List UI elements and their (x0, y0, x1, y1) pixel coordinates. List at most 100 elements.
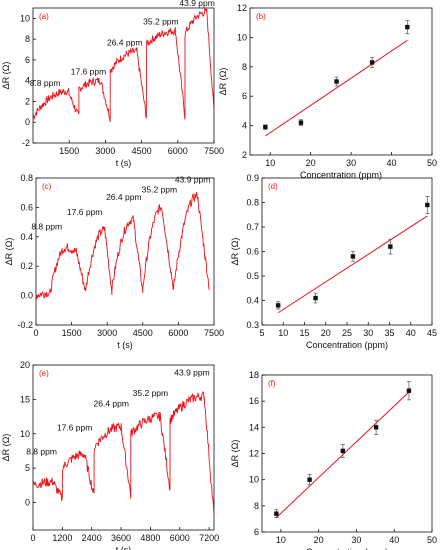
x-tick-label: 1200 (52, 533, 72, 543)
y-tick-label: 18 (249, 370, 259, 380)
y-tick-label: 6 (25, 55, 30, 65)
data-point (313, 295, 318, 301)
data-point (334, 79, 339, 84)
x-tick-label: 4800 (140, 533, 160, 543)
concentration-annotation: 35.2 ppm (143, 17, 178, 27)
y-tick-label: 5 (25, 463, 30, 473)
plot-frame (261, 177, 433, 326)
data-point (388, 244, 393, 249)
y-axis-label: ΔR (Ω) (218, 68, 228, 96)
x-tick-label: 1500 (62, 328, 82, 338)
panel-label: (c) (42, 182, 52, 191)
panel-e: 0 1200 2400 3600 4800 6000 7200 0 5 10 15 20 t (s) ΔR… (1, 360, 219, 550)
y-tick-label: 8 (25, 34, 30, 44)
x-tick-label: 30 (363, 328, 373, 338)
response-trace (35, 191, 210, 300)
y-tick-label: 0.7 (246, 222, 259, 232)
x-tick-label: 10 (276, 535, 286, 545)
panel-c: 0 1500 3000 4500 6000 7500 -0.2 0.0 0.2 0.4 0.6 0.8… (4, 173, 224, 350)
y-axis-label: ΔR (Ω) (1, 62, 11, 90)
x-tick-label: 0 (30, 533, 35, 543)
panel-label: (e) (39, 369, 49, 378)
y-tick-label: 0.0 (20, 291, 33, 301)
y-tick-label: 16 (249, 396, 259, 406)
x-tick-label: 30 (351, 535, 361, 545)
x-tick-label: 15 (299, 328, 309, 338)
y-tick-label: 6 (242, 91, 247, 101)
plot-frame (261, 374, 433, 533)
concentration-annotation: 26.4 ppm (94, 398, 129, 408)
data-point (263, 124, 268, 130)
y-tick-label: 10 (237, 32, 247, 42)
linear-fit-line (265, 39, 408, 137)
y-tick-label: 10 (20, 429, 30, 439)
response-trace (32, 7, 215, 123)
concentration-annotation: 35.2 ppm (133, 388, 168, 398)
y-axis-label: ΔR (Ω) (230, 440, 240, 468)
y-tick-label: 0.2 (20, 261, 33, 271)
x-tick-label: 1500 (59, 146, 79, 156)
x-tick-label: 7500 (204, 328, 224, 338)
y-tick-label: 12 (237, 3, 247, 13)
concentration-annotation: 8.8 ppm (26, 446, 57, 456)
y-tick-label: -0.2 (17, 320, 33, 330)
y-tick-label: 10 (20, 13, 30, 23)
data-point (406, 388, 412, 393)
panel-label: (a) (39, 12, 49, 21)
y-tick-label: -2 (22, 138, 30, 148)
x-tick-label: 3600 (111, 533, 131, 543)
x-tick-label: 35 (384, 328, 394, 338)
x-tick-label: 6000 (170, 533, 190, 543)
concentration-annotation: 26.4 ppm (106, 192, 141, 202)
x-tick-label: 40 (387, 158, 397, 168)
x-tick-label: 50 (427, 158, 437, 168)
x-tick-label: 20 (306, 158, 316, 168)
linear-fit-line (277, 215, 428, 314)
y-tick-label: 0 (25, 498, 30, 508)
x-tick-label: 6000 (168, 328, 188, 338)
x-tick-label: 10 (278, 328, 288, 338)
x-tick-label: 7200 (199, 533, 219, 543)
data-point (340, 448, 346, 454)
concentration-annotation: 17.6 ppm (67, 207, 102, 217)
plot-frame (249, 7, 433, 156)
x-axis-label: t (s) (117, 340, 133, 350)
x-tick-label: 0 (33, 328, 38, 338)
data-point (373, 425, 379, 430)
data-point (274, 511, 279, 516)
panel-label: (b) (256, 12, 266, 21)
panel-label: (f) (268, 379, 276, 388)
concentration-annotation: 17.6 ppm (57, 422, 92, 432)
x-axis-label: Concentration (ppm) (306, 547, 388, 550)
data-point (369, 60, 375, 65)
y-tick-label: 0.4 (20, 232, 33, 242)
plot-frame (32, 364, 215, 531)
y-tick-label: 0.8 (20, 173, 33, 183)
y-tick-label: 14 (249, 422, 259, 432)
x-tick-label: 45 (427, 328, 437, 338)
panel-d: 5 10 15 20 25 30 35 40 45 0.3 0.4 0.5 0.6 0.7 0.8 0.9 Co… (230, 173, 437, 350)
panel-a: 1500 3000 4500 6000 7500 -2 0 2 4 6 8 10 t (s) ΔR (Ω)… (1, 0, 224, 168)
y-tick-label: 20 (20, 360, 30, 370)
y-tick-label: 0.4 (246, 296, 259, 306)
y-tick-label: 10 (249, 475, 259, 485)
y-tick-label: 2 (25, 96, 30, 106)
x-tick-label: 40 (389, 535, 399, 545)
concentration-annotation: 8.8 ppm (30, 78, 61, 88)
x-tick-label: 50 (427, 535, 437, 545)
y-tick-label: 4 (25, 76, 30, 86)
y-tick-label: 8 (254, 501, 259, 511)
data-point (425, 202, 430, 208)
y-axis-label: ΔR (Ω) (230, 238, 240, 266)
x-tick-label: 20 (314, 535, 324, 545)
data-point (350, 254, 356, 259)
y-tick-label: 0.8 (246, 198, 259, 208)
concentration-annotation: 8.8 ppm (31, 221, 62, 231)
concentration-annotation: 26.4 ppm (107, 37, 142, 47)
x-tick-label: 6000 (168, 146, 188, 156)
x-tick-label: 4500 (133, 328, 153, 338)
x-tick-label: 20 (321, 328, 331, 338)
x-tick-label: 5 (259, 328, 264, 338)
concentration-annotation: 43.9 ppm (179, 0, 214, 8)
x-tick-label: 3000 (95, 146, 115, 156)
